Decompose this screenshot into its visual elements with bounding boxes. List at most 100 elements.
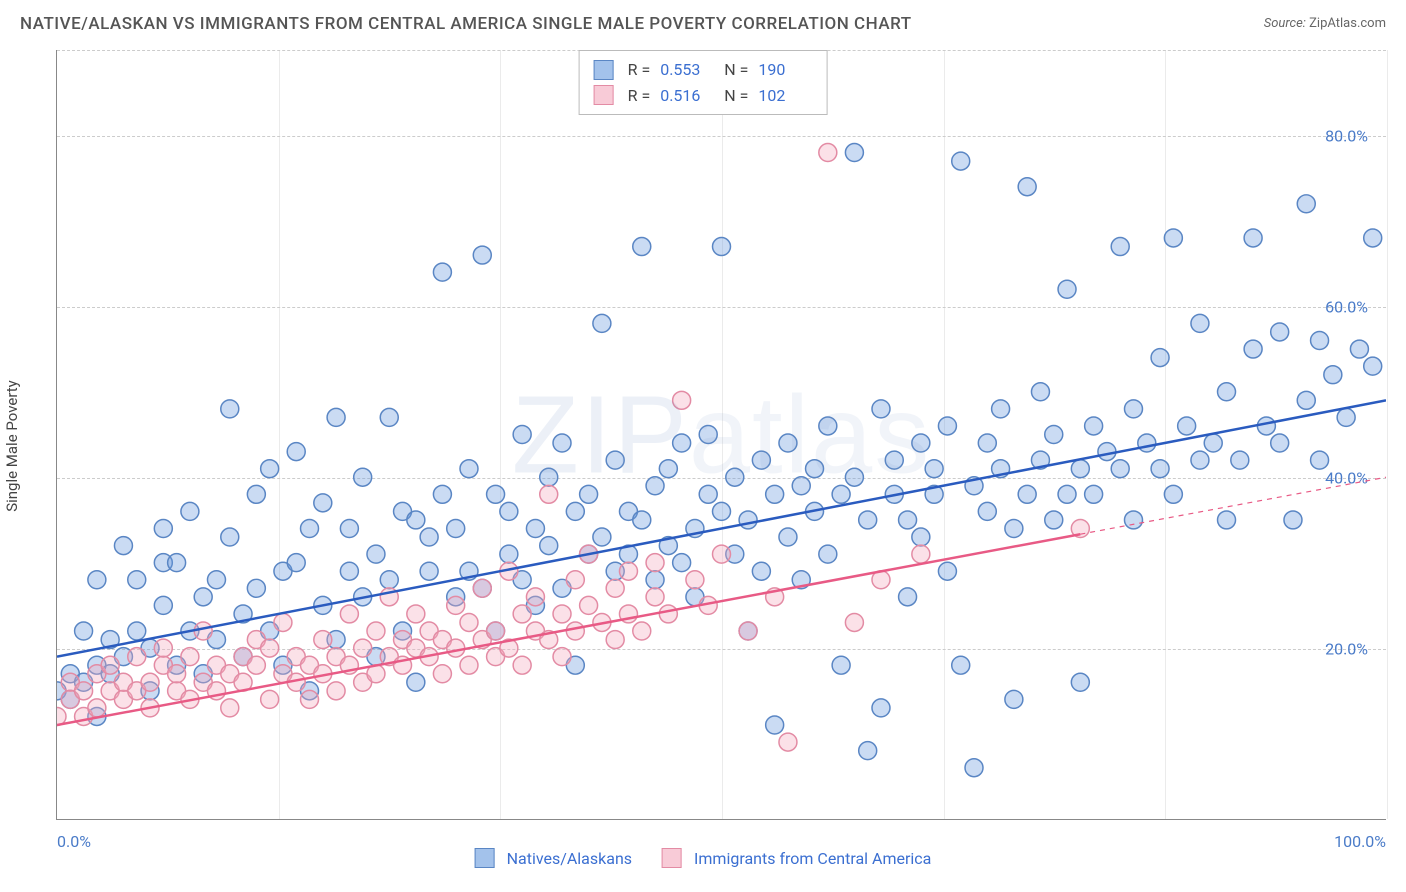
scatter-point [181, 648, 199, 666]
scatter-point [1271, 434, 1289, 452]
scatter-point [1005, 690, 1023, 708]
scatter-point [646, 588, 664, 606]
scatter-point [1111, 238, 1129, 256]
scatter-point [899, 588, 917, 606]
scatter-point [566, 622, 584, 640]
scatter-point [433, 665, 451, 683]
scatter-point [194, 588, 212, 606]
scatter-point [553, 648, 571, 666]
scatter-point [540, 485, 558, 503]
scatter-point [752, 562, 770, 580]
scatter-point [114, 537, 132, 555]
scatter-point [686, 571, 704, 589]
xtick-label: 100.0% [1334, 832, 1386, 851]
scatter-point [1244, 229, 1262, 247]
scatter-point [1071, 673, 1089, 691]
scatter-point [845, 144, 863, 162]
scatter-point [806, 460, 824, 478]
scatter-point [819, 144, 837, 162]
scatter-point [460, 460, 478, 478]
scatter-point [965, 759, 983, 777]
scatter-point [1085, 485, 1103, 503]
scatter-point [673, 391, 691, 409]
scatter-point [101, 656, 119, 674]
scatter-point [380, 571, 398, 589]
scatter-point [819, 417, 837, 435]
scatter-point [566, 571, 584, 589]
bottom-swatch-1 [475, 848, 495, 868]
scatter-point [75, 682, 93, 700]
scatter-point [1151, 460, 1169, 478]
bottom-legend-item-1: Natives/Alaskans [475, 848, 632, 868]
scatter-point [1045, 511, 1063, 529]
scatter-point [1164, 485, 1182, 503]
bottom-label-1: Natives/Alaskans [507, 849, 632, 868]
scatter-point [713, 502, 731, 520]
n-value-1: 190 [758, 57, 812, 83]
scatter-point [433, 485, 451, 503]
scatter-point [1191, 451, 1209, 469]
scatter-point [646, 571, 664, 589]
scatter-point [460, 613, 478, 631]
scatter-point [1138, 434, 1156, 452]
scatter-point [606, 579, 624, 597]
scatter-point [407, 605, 425, 623]
scatter-point [1151, 349, 1169, 367]
scatter-point [1204, 434, 1222, 452]
scatter-point [1297, 195, 1315, 213]
scatter-point [978, 502, 996, 520]
scatter-point [673, 434, 691, 452]
scatter-point [247, 656, 265, 674]
scatter-point [128, 648, 146, 666]
scatter-point [713, 545, 731, 563]
r-label-1: R = [628, 57, 651, 83]
scatter-point [992, 400, 1010, 418]
scatter-point [141, 673, 159, 691]
scatter-point [752, 451, 770, 469]
scatter-point [540, 468, 558, 486]
scatter-point [168, 665, 186, 683]
scatter-point [447, 520, 465, 538]
scatter-point [420, 562, 438, 580]
scatter-point [447, 596, 465, 614]
scatter-point [1231, 451, 1249, 469]
scatter-point [367, 545, 385, 563]
scatter-point [207, 571, 225, 589]
scatter-point [221, 400, 239, 418]
scatter-point [407, 511, 425, 529]
scatter-point [619, 562, 637, 580]
scatter-point [1111, 460, 1129, 478]
scatter-point [354, 468, 372, 486]
scatter-point [75, 622, 93, 640]
scatter-point [287, 554, 305, 572]
scatter-point [779, 528, 797, 546]
scatter-point [1311, 332, 1329, 350]
scatter-point [1085, 417, 1103, 435]
scatter-point [526, 520, 544, 538]
scatter-point [832, 485, 850, 503]
scatter-point [194, 622, 212, 640]
scatter-point [247, 579, 265, 597]
scatter-point [460, 656, 478, 674]
scatter-point [1178, 417, 1196, 435]
scatter-point [128, 622, 146, 640]
scatter-point [1018, 485, 1036, 503]
scatter-point [673, 554, 691, 572]
scatter-point [912, 528, 930, 546]
scatter-point [646, 554, 664, 572]
scatter-point [473, 579, 491, 597]
scatter-point [181, 502, 199, 520]
scatter-point [872, 699, 890, 717]
trendline [57, 400, 1386, 656]
scatter-point [1124, 511, 1142, 529]
scatter-point [88, 699, 106, 717]
scatter-point [739, 622, 757, 640]
bottom-legend-item-2: Immigrants from Central America [662, 848, 931, 868]
scatter-point [168, 554, 186, 572]
scatter-point [301, 520, 319, 538]
scatter-point [354, 639, 372, 657]
scatter-point [659, 605, 677, 623]
scatter-point [593, 528, 611, 546]
legend-swatch-2 [594, 85, 614, 105]
r-label-2: R = [628, 83, 651, 109]
